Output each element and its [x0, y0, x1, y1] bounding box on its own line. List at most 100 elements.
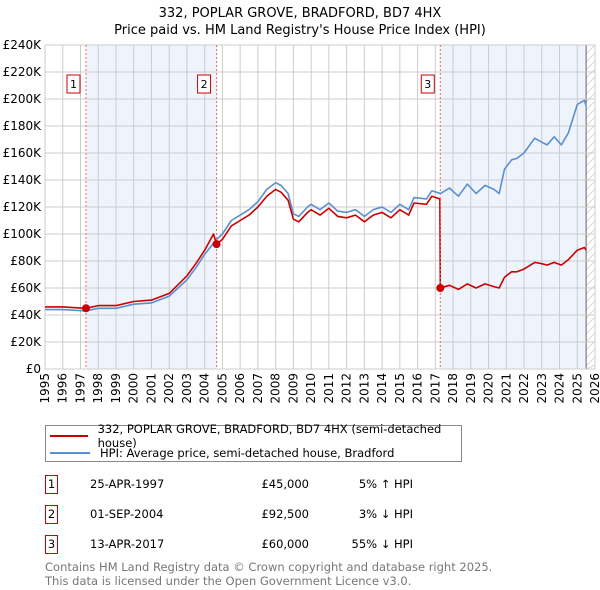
- sale-date: 13-APR-2017: [90, 537, 165, 551]
- x-tick-label: 1995: [38, 373, 52, 404]
- sale-marker-box: [66, 74, 81, 94]
- sale-price: £45,000: [261, 477, 309, 491]
- footer-line-2: This data is licensed under the Open Gov…: [45, 574, 412, 588]
- y-tick-label: £80K: [10, 254, 42, 268]
- hatch-line: [585, 164, 596, 175]
- x-tick-label: 1999: [109, 373, 123, 404]
- sale-point: [436, 284, 445, 292]
- sale-price: £60,000: [261, 537, 309, 551]
- hatch-line: [585, 356, 596, 367]
- legend-item-hpi: HPI: Average price, semi-detached house,…: [50, 445, 394, 461]
- x-tick-label: 2016: [411, 373, 425, 404]
- y-tick-label: £40K: [10, 308, 42, 322]
- hatch-line: [585, 348, 596, 359]
- hatch-line: [585, 252, 596, 263]
- legend-swatch-blue: [50, 452, 90, 454]
- sale-marker-label: 2: [201, 78, 208, 91]
- hatch-line: [585, 316, 596, 327]
- hpi-line: [45, 99, 587, 312]
- x-tick-label: 2019: [464, 373, 478, 404]
- sale-hpi-diff: 3% ↓ HPI: [358, 507, 413, 521]
- x-tick-label: 1996: [56, 373, 70, 404]
- hatch-line: [585, 92, 596, 103]
- hatch-line: [585, 284, 596, 295]
- sale-number: 1: [45, 475, 58, 494]
- legend-label-hpi: HPI: Average price, semi-detached house,…: [100, 446, 395, 460]
- x-tick-label: 2007: [251, 373, 265, 404]
- sale-row: 2 01-SEP-2004 £92,500 3% ↓ HPI: [45, 505, 445, 525]
- sale-number: 2: [45, 505, 58, 524]
- x-tick-label: 2000: [127, 373, 141, 404]
- y-tick-label: £60K: [10, 281, 42, 295]
- x-tick-label: 2004: [198, 373, 212, 404]
- sale-date: 25-APR-1997: [90, 477, 165, 491]
- sale-point: [81, 304, 90, 313]
- x-tick-label: 2020: [482, 373, 496, 404]
- property-price-line: [45, 188, 587, 310]
- x-tick-label: 2017: [428, 373, 442, 404]
- sale-marker-label: 1: [70, 78, 77, 91]
- hatch-line: [585, 52, 596, 63]
- hatch-line: [585, 364, 596, 370]
- y-tick-label: £160K: [3, 146, 43, 160]
- price-chart: 332, POPLAR GROVE, BRADFORD, BD7 4HX Pri…: [3, 6, 600, 404]
- y-tick-label: £120K: [3, 200, 43, 214]
- x-tick-label: 2013: [357, 373, 371, 404]
- footer-line-1: Contains HM Land Registry data © Crown c…: [45, 560, 493, 574]
- sale-marker-label: 3: [424, 78, 431, 91]
- legend-swatch-red: [50, 435, 88, 437]
- hatch-line: [585, 228, 596, 239]
- hatch-line: [585, 308, 596, 319]
- x-tick-label: 2006: [233, 373, 247, 404]
- hatch-line: [585, 204, 596, 215]
- sale-hpi-diff: 5% ↑ HPI: [358, 477, 413, 491]
- x-tick-label: 2021: [499, 373, 513, 404]
- x-tick-label: 2024: [553, 373, 567, 404]
- hatch-line: [585, 292, 596, 303]
- hatch-line: [585, 84, 596, 95]
- x-tick-label: 2025: [570, 373, 584, 404]
- x-tick-label: 2026: [588, 373, 600, 404]
- plot-frame: [44, 44, 596, 370]
- x-tick-label: 2018: [446, 373, 460, 404]
- chart-subtitle: Price paid vs. HM Land Registry's House …: [114, 23, 486, 38]
- x-tick-label: 2011: [322, 373, 336, 404]
- hatch-line: [585, 244, 596, 255]
- legend-item-property: 332, POPLAR GROVE, BRADFORD, BD7 4HX (se…: [50, 422, 461, 450]
- hatch-line: [585, 276, 596, 287]
- x-tick-label: 2012: [340, 373, 354, 404]
- footer-attribution: Contains HM Land Registry data © Crown c…: [45, 560, 492, 588]
- hatch-line: [585, 188, 596, 199]
- sale-date: 01-SEP-2004: [90, 507, 164, 521]
- x-tick-label: 2008: [269, 373, 283, 404]
- hatch-line: [585, 220, 596, 231]
- x-tick-label: 2005: [215, 373, 229, 404]
- x-tick-label: 2001: [144, 373, 158, 404]
- y-tick-label: £100K: [3, 227, 43, 241]
- hatch-line: [585, 324, 596, 335]
- x-tick-label: 1997: [73, 373, 87, 404]
- y-tick-label: £20K: [10, 335, 42, 349]
- hatch-line: [585, 268, 596, 279]
- sale-row: 3 13-APR-2017 £60,000 55% ↓ HPI: [45, 535, 445, 555]
- hatch-line: [585, 180, 596, 191]
- x-tick-label: 1998: [91, 373, 105, 404]
- x-tick-label: 2002: [162, 373, 176, 404]
- hatch-line: [585, 76, 596, 87]
- y-tick-label: £240K: [3, 38, 43, 52]
- x-tick-label: 2022: [517, 373, 531, 404]
- sale-row: 1 25-APR-1997 £45,000 5% ↑ HPI: [45, 475, 445, 495]
- sale-marker-box: [197, 74, 212, 94]
- hatch-line: [585, 196, 596, 207]
- legend-label-property: 332, POPLAR GROVE, BRADFORD, BD7 4HX (se…: [97, 422, 442, 450]
- y-tick-label: £200K: [3, 92, 43, 106]
- sale-price: £92,500: [261, 507, 309, 521]
- x-tick-label: 2010: [304, 373, 318, 404]
- hatch-line: [585, 116, 596, 127]
- y-tick-label: £180K: [3, 119, 43, 133]
- chart-title: 332, POPLAR GROVE, BRADFORD, BD7 4HX: [159, 6, 442, 21]
- sale-number: 3: [45, 535, 58, 554]
- sale-hpi-diff: 55% ↓ HPI: [351, 537, 413, 551]
- hatch-line: [585, 236, 596, 247]
